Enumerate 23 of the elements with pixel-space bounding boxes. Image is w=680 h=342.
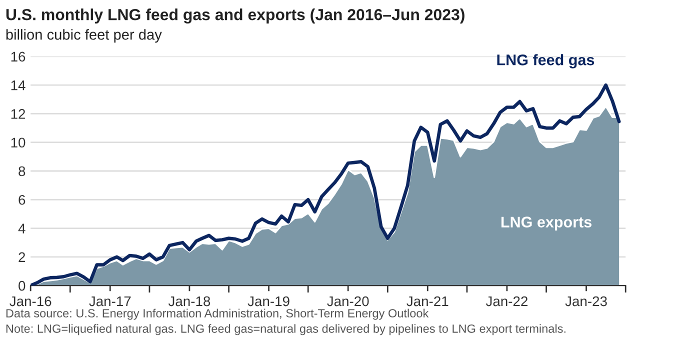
- text: Note: LNG=liquefied natural gas. LNG feed gas=natural gas delivered by pipelines to LNG export terminals.: [6, 324, 566, 336]
- y-tick-label: 14: [11, 80, 26, 90]
- chart-title: U.S. monthly LNG feed gas and exports (Jan 2016–Jun 2023): [6, 8, 464, 24]
- x-tick-label: Jan-17: [89, 296, 131, 306]
- series-label: LNG feed gas: [497, 54, 594, 68]
- y-tick-label: 0: [18, 280, 26, 291]
- x-tick-label: Jan-22: [486, 296, 528, 306]
- y-tick-label: 4: [18, 224, 26, 234]
- source-note: Data source: U.S. Energy Information Administration, Short-Term Energy Outlook: [6, 308, 429, 320]
- x-tick-label: Jan-20: [327, 296, 369, 306]
- y-tick-label: 6: [18, 194, 26, 205]
- y-tick-label: 16: [11, 52, 26, 62]
- y-tick-label: 8: [18, 166, 26, 176]
- chart-subtitle: billion cubic feet per day: [6, 29, 162, 43]
- x-tick-label: Jan-21: [406, 296, 448, 306]
- x-tick-label: Jan-16: [10, 296, 52, 306]
- y-tick-label: 10: [11, 138, 26, 148]
- x-tick-label: Jan-18: [168, 296, 210, 306]
- x-tick-label: Jan-19: [248, 296, 290, 306]
- x-tick-label: Jan-23: [565, 296, 607, 306]
- series-label: LNG exports: [501, 216, 592, 230]
- y-tick-label: 12: [11, 109, 26, 119]
- y-tick-label: 2: [18, 252, 26, 262]
